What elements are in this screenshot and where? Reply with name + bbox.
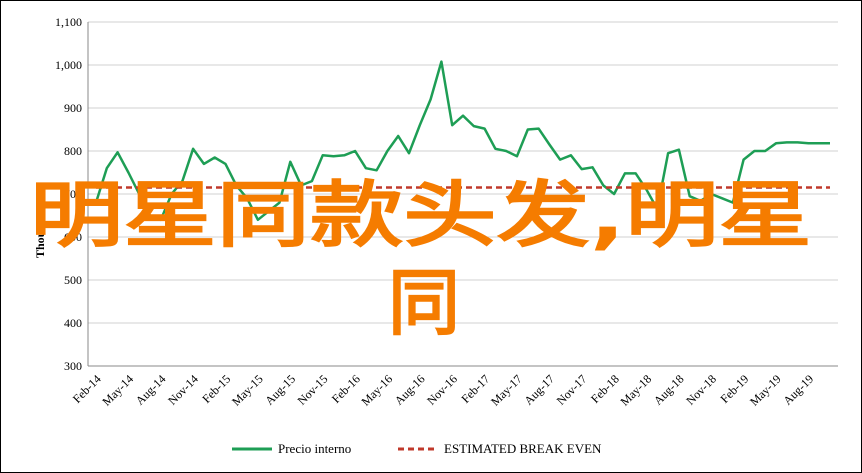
legend-label-break-even: ESTIMATED BREAK EVEN [444, 441, 602, 456]
x-tick-label: Feb-14 [70, 372, 104, 406]
x-tick-label: Nov-14 [165, 372, 201, 408]
x-tick-label: Aug-17 [521, 372, 557, 408]
x-tick-label: Aug-18 [651, 372, 687, 408]
x-tick-label: Feb-19 [717, 372, 751, 406]
y-tick-label: 400 [64, 316, 82, 330]
x-tick-label: May-15 [229, 372, 266, 409]
x-tick-label: May-17 [488, 372, 525, 409]
y-tick-label: 300 [64, 359, 82, 373]
y-tick-label: 800 [64, 144, 82, 158]
x-tick-label: Aug-19 [780, 372, 816, 408]
overlay-line-1: 明星同款头发,明星 [30, 173, 812, 257]
gridlines [87, 21, 838, 367]
x-tick-label: Nov-15 [295, 372, 331, 408]
x-axis-ticks: Feb-14May-14Aug-14Nov-14Feb-15May-15Aug-… [70, 372, 816, 409]
x-tick-label: May-16 [358, 372, 395, 409]
legend-label-precio-interno: Precio interno [278, 441, 351, 456]
y-tick-label: 600 [64, 230, 82, 244]
watermark-overlay: 明星同款头发,明星 同 [30, 173, 812, 345]
series-group [94, 60, 830, 222]
y-tick-label: 1,100 [55, 15, 82, 29]
x-tick-label: Nov-16 [424, 372, 460, 408]
y-tick-label: 900 [64, 101, 82, 115]
series-line-precio-interno [94, 60, 830, 222]
y-axis-title: Thousands [33, 202, 47, 258]
x-tick-label: Feb-15 [199, 372, 233, 406]
overlay-line-2: 同 [388, 261, 460, 345]
x-tick-label: Feb-16 [329, 372, 363, 406]
x-tick-label: May-19 [747, 372, 784, 409]
x-tick-label: May-18 [618, 372, 655, 409]
legend: Precio interno ESTIMATED BREAK EVEN [232, 441, 602, 456]
x-tick-label: Aug-14 [133, 372, 169, 408]
x-tick-label: Aug-16 [392, 372, 428, 408]
x-tick-label: Nov-17 [554, 372, 590, 408]
x-tick-label: Feb-18 [588, 372, 622, 406]
x-tick-label: Feb-17 [458, 372, 492, 406]
y-tick-label: 700 [64, 187, 82, 201]
x-tick-label: Nov-18 [683, 372, 719, 408]
y-axis-ticks: 300 400 500 600 700 800 900 1,000 1,100 [55, 15, 82, 373]
y-tick-label: 500 [64, 273, 82, 287]
x-tick-label: May-14 [99, 372, 136, 409]
x-tick-label: Aug-15 [262, 372, 298, 408]
y-tick-label: 1,000 [55, 58, 82, 72]
